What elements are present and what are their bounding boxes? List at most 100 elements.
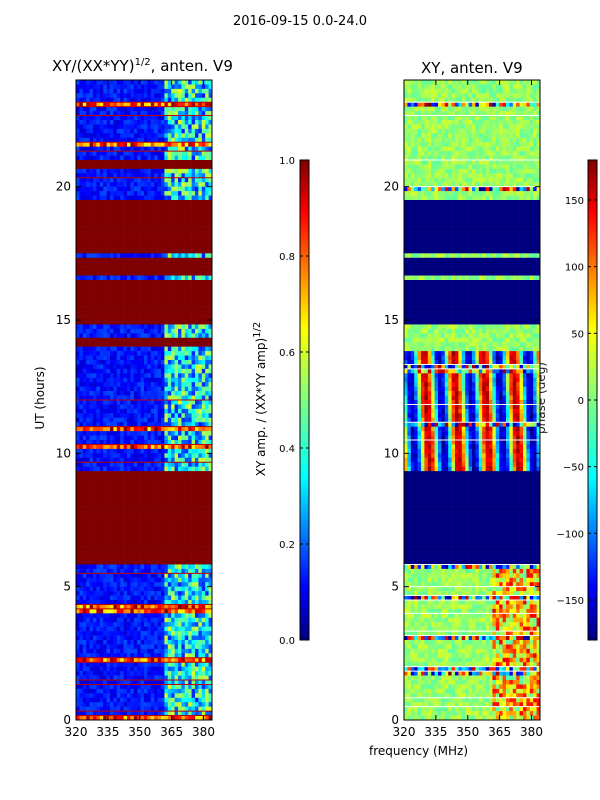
amp-heat-cell	[120, 555, 124, 561]
amp-heat-cell	[82, 146, 87, 152]
amp-heat-cell	[184, 88, 189, 94]
amp-heat-cell	[127, 386, 131, 392]
amp-heat-cell	[198, 617, 203, 623]
amp-heat-cell	[82, 88, 87, 94]
amp-heat-cell	[201, 262, 206, 267]
amp-heat-cell	[167, 613, 172, 619]
amp-heat-cell	[164, 146, 169, 152]
amp-heat-cell	[130, 106, 135, 112]
amp-heat-cell	[201, 448, 206, 454]
amp-heat-cell	[137, 560, 141, 565]
amp-heat-cell	[188, 168, 192, 174]
amp-heat-cell	[164, 311, 169, 316]
amp-heat-cell	[147, 235, 152, 241]
amp-heat-cell	[191, 497, 196, 503]
amp-heat-cell	[178, 257, 182, 263]
amp-heat-cell	[140, 426, 145, 432]
amp-heat-cell	[167, 604, 172, 610]
amp-heat-cell	[154, 328, 158, 334]
amp-heat-cell	[161, 115, 165, 121]
amp-heat-cell	[106, 275, 111, 281]
amp-heat-cell	[181, 226, 186, 232]
amp-heat-cell	[198, 155, 203, 161]
amp-heat-cell	[113, 466, 118, 472]
amp-heat-cell	[99, 288, 104, 294]
amp-heat-cell	[198, 373, 203, 379]
amp-heat-cell	[106, 208, 111, 214]
amp-heat-cell	[181, 560, 186, 565]
amp-heat-cell	[93, 422, 97, 427]
amp-heat-cell	[137, 520, 141, 525]
amp-heat-cell	[164, 448, 169, 454]
amp-heat-cell	[99, 408, 104, 414]
amp-heat-cell	[144, 364, 148, 370]
amp-heat-cell	[96, 564, 101, 570]
amp-heat-cell	[127, 328, 131, 334]
amp-heat-cell	[137, 200, 141, 205]
amp-heat-cell	[191, 453, 196, 459]
amp-heat-cell	[157, 457, 162, 463]
amp-heat-cell	[76, 93, 80, 99]
amp-heat-cell	[167, 262, 172, 267]
amp-heat-cell	[89, 613, 94, 619]
amp-heat-cell	[96, 288, 101, 294]
amp-heat-cell	[195, 493, 199, 499]
amp-heat-cell	[167, 382, 172, 387]
amp-heat-cell	[89, 120, 94, 125]
amp-heat-cell	[174, 333, 179, 339]
amp-heat-cell	[198, 257, 203, 263]
amp-heat-cell	[205, 515, 209, 521]
amp-heat-cell	[82, 217, 87, 223]
amp-heat-cell	[89, 586, 94, 592]
amp-heat-cell	[120, 408, 124, 414]
amp-heat-cell	[130, 168, 135, 174]
amp-heat-cell	[137, 235, 141, 241]
amp-heat-cell	[154, 551, 158, 556]
amp-heat-cell	[157, 484, 162, 490]
amp-heat-cell	[150, 102, 155, 107]
amp-heat-cell	[127, 306, 131, 312]
amp-heat-cell	[184, 515, 189, 521]
amp-heat-cell	[147, 493, 152, 499]
amp-heat-cell	[208, 466, 213, 472]
amp-heat-cell	[181, 240, 186, 245]
amp-heat-cell	[113, 568, 118, 574]
amp-heat-cell	[150, 373, 155, 379]
amp-heat-cell	[89, 275, 94, 281]
amp-heat-cell	[188, 404, 192, 410]
amp-heat-cell	[174, 120, 179, 125]
amp-heat-cell	[113, 84, 118, 90]
amp-heat-cell	[201, 382, 206, 387]
amp-heat-cell	[195, 306, 199, 312]
amp-heat-cell	[93, 413, 97, 419]
amp-heat-cell	[201, 106, 206, 112]
amp-heat-cell	[99, 111, 104, 116]
amp-heat-cell	[205, 524, 209, 530]
amp-heat-cell	[144, 337, 148, 343]
amp-heat-cell	[181, 360, 186, 365]
amp-heat-cell	[113, 573, 118, 579]
amp-heat-cell	[150, 608, 155, 614]
amp-heat-cell	[147, 262, 152, 267]
amp-heat-cell	[181, 524, 186, 530]
amp-heat-cell	[137, 288, 141, 294]
amp-heat-cell	[164, 262, 169, 267]
amp-heat-cell	[188, 257, 192, 263]
amp-heat-cell	[191, 440, 196, 445]
amp-heat-cell	[110, 137, 114, 143]
amp-heat-cell	[82, 106, 87, 112]
amp-heat-cell	[208, 368, 213, 374]
amp-heat-cell	[188, 271, 192, 276]
amp-heat-cell	[205, 537, 209, 543]
amp-heat-cell	[123, 120, 128, 125]
amp-heat-cell	[154, 382, 158, 387]
amp-heat-cell	[89, 115, 94, 121]
amp-heat-cell	[154, 515, 158, 521]
amp-heat-cell	[195, 231, 199, 236]
amp-heat-cell	[140, 408, 145, 414]
amp-heat-cell	[140, 386, 145, 392]
amp-heat-cell	[181, 146, 186, 152]
amp-heat-cell	[178, 217, 182, 223]
amp-heat-cell	[82, 373, 87, 379]
